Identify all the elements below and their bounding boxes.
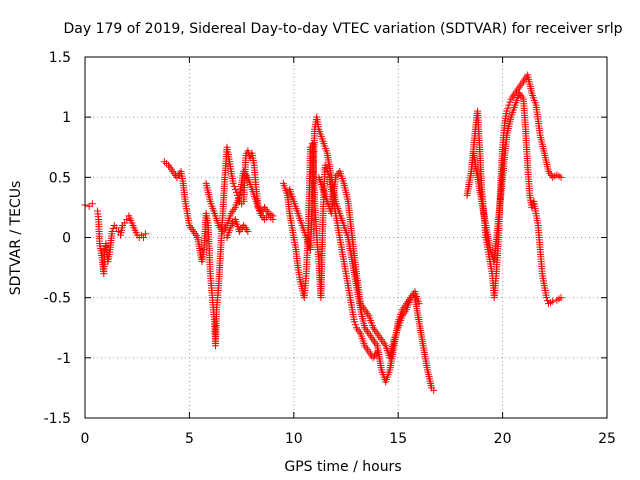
data-point (506, 98, 514, 106)
data-point (430, 386, 438, 394)
data-point (108, 227, 116, 235)
data-point (121, 219, 129, 227)
x-tick-label: 15 (389, 431, 407, 447)
data-point (109, 224, 117, 232)
data-point (549, 297, 557, 305)
data-point (88, 200, 96, 208)
x-tick-labels: 0 5 10 15 20 25 (81, 431, 616, 447)
data-point (415, 300, 423, 308)
data-point (503, 107, 511, 115)
data-point (557, 173, 565, 181)
data-point (351, 321, 359, 329)
chart-title: Day 179 of 2019, Sidereal Day-to-day VTE… (63, 21, 622, 37)
data-point (139, 234, 147, 241)
y-tick-label: 1.5 (49, 50, 71, 66)
x-tick-label: 10 (285, 431, 303, 447)
data-point (350, 318, 358, 326)
data-point (543, 297, 551, 305)
x-tick-label: 25 (598, 431, 616, 447)
data-point (269, 212, 277, 220)
data-point (123, 215, 131, 223)
data-point (244, 227, 252, 235)
data-point (231, 185, 239, 193)
data-point (101, 243, 109, 251)
x-tick-label: 5 (185, 431, 194, 447)
axis-ticks (84, 56, 608, 419)
data-point (142, 230, 150, 238)
y-axis-label: SDTVAR / TECUs (8, 181, 24, 296)
data-point (229, 179, 237, 187)
y-tick-label: 0 (62, 231, 71, 247)
data-point (321, 161, 329, 169)
data-point (557, 294, 565, 302)
data-point (230, 182, 238, 190)
x-tick-label: 20 (494, 431, 512, 447)
x-axis-label: GPS time / hours (284, 459, 401, 475)
data-point (542, 294, 550, 302)
y-tick-label: -1 (57, 351, 71, 367)
x-tick-label: 0 (81, 431, 90, 447)
data-point (528, 203, 536, 211)
data-point (504, 104, 512, 112)
y-tick-labels: -1.5 -1 -0.5 0 0.5 1 1.5 (44, 50, 71, 427)
y-tick-label: 0.5 (49, 170, 71, 186)
y-tick-label: -0.5 (44, 291, 71, 307)
data-point (232, 188, 240, 196)
data-point (505, 101, 513, 109)
y-tick-label: 1 (62, 110, 71, 126)
y-tick-label: -1.5 (44, 411, 71, 427)
data-series-points (81, 71, 565, 394)
